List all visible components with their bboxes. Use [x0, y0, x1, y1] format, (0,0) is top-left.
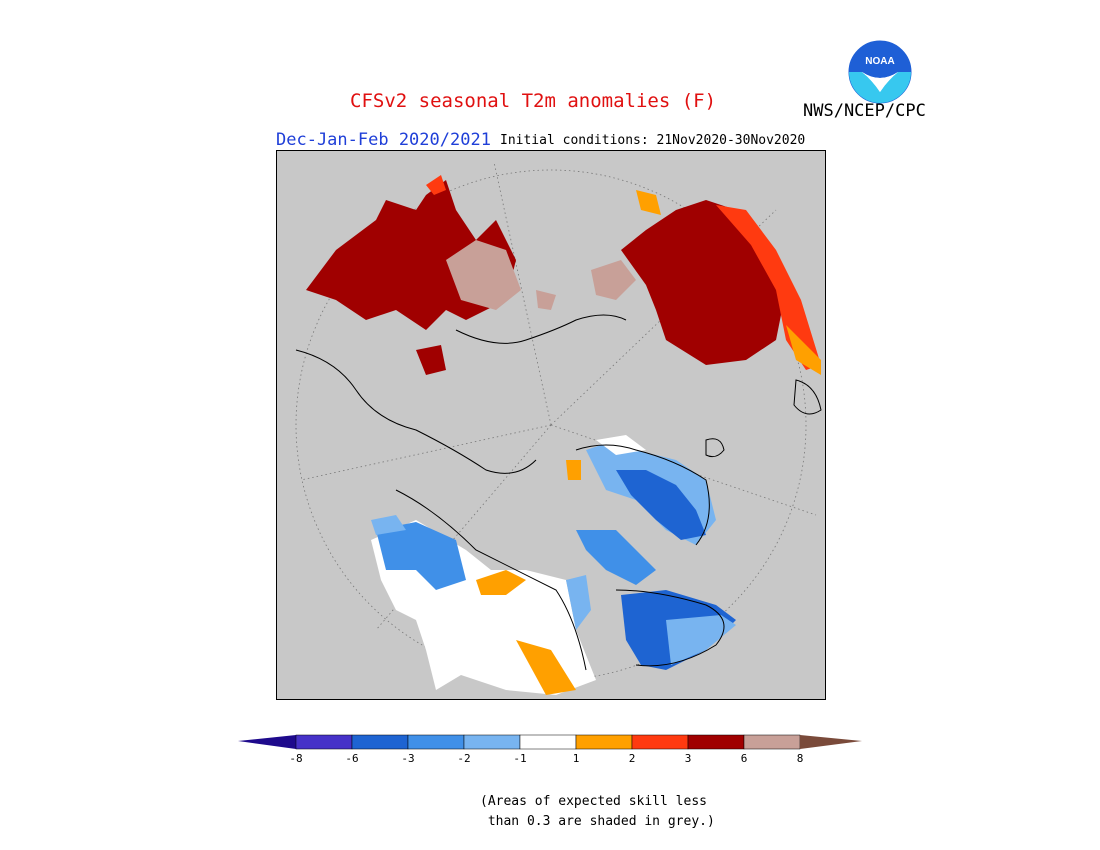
colorbar-segment — [407, 734, 465, 750]
colorbar-segment — [295, 734, 353, 750]
colorbar-segment — [631, 734, 689, 750]
north-america-cool-region — [371, 515, 596, 695]
colorbar-upper-arrow — [800, 735, 862, 749]
colorbar-tick: -8 — [289, 752, 303, 765]
season-label: Dec-Jan-Feb 2020/2021 — [276, 130, 491, 150]
logo-text: NOAA — [865, 56, 894, 67]
colorbar-segment — [575, 734, 633, 750]
footnote-line: (Areas of expected skill less — [480, 794, 707, 809]
colorbar-tick: 6 — [740, 752, 748, 765]
colorbar-tick: -3 — [401, 752, 415, 765]
noaa-logo-icon: NOAA — [848, 40, 912, 104]
colorbar-tick: 3 — [684, 752, 692, 765]
colorbar-segment — [519, 734, 577, 750]
colorbar-tick: -6 — [345, 752, 359, 765]
footnote-line: than 0.3 are shaded in grey.) — [480, 814, 715, 829]
colorbar-segment — [743, 734, 801, 750]
greenland-cool-region — [566, 435, 736, 670]
chart-title: CFSv2 seasonal T2m anomalies (F) — [350, 90, 717, 112]
colorbar-segment — [687, 734, 745, 750]
colorbar-tick: -2 — [457, 752, 471, 765]
coastlines — [295, 314, 822, 671]
skill-footnote: (Areas of expected skill less than 0.3 a… — [480, 792, 715, 832]
color-scale-bar — [238, 734, 862, 750]
colorbar-segment — [463, 734, 521, 750]
agency-label: NWS/NCEP/CPC — [803, 101, 926, 121]
colorbar-tick: 2 — [628, 752, 636, 765]
eurasia-warm-region — [306, 175, 821, 375]
colorbar-segment — [351, 734, 409, 750]
initial-conditions-label: Initial conditions: 21Nov2020-30Nov2020 — [500, 133, 806, 148]
colorbar-tick: 1 — [572, 752, 580, 765]
colorbar-tick: 8 — [796, 752, 804, 765]
polar-anomaly-map — [276, 150, 826, 700]
colorbar-lower-arrow — [238, 735, 296, 749]
colorbar-tick: -1 — [513, 752, 527, 765]
